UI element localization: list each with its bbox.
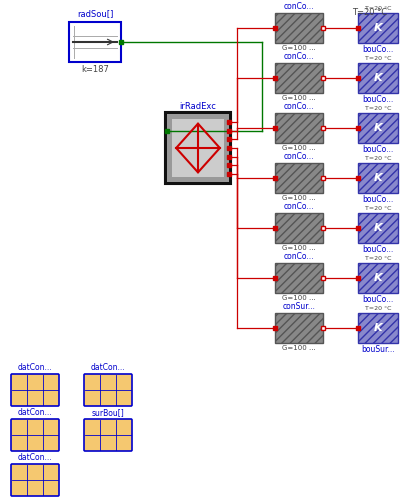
Text: irRadExc: irRadExc xyxy=(180,102,216,111)
Text: G=100 ...: G=100 ... xyxy=(282,45,316,51)
Bar xyxy=(172,119,224,177)
Bar xyxy=(167,114,229,182)
Text: bouCo...: bouCo... xyxy=(362,295,393,304)
Bar xyxy=(358,263,398,293)
Text: T=20 °C: T=20 °C xyxy=(353,8,388,17)
Text: datCon...: datCon... xyxy=(18,453,52,462)
Text: conSur...: conSur... xyxy=(283,302,315,311)
Text: T=20 °C: T=20 °C xyxy=(365,156,391,161)
Text: K: K xyxy=(374,273,382,283)
Text: T=20 °C: T=20 °C xyxy=(365,306,391,311)
FancyBboxPatch shape xyxy=(11,419,59,451)
Text: bouSur...: bouSur... xyxy=(361,345,395,354)
Text: G=100 ...: G=100 ... xyxy=(282,95,316,101)
Bar xyxy=(275,313,323,343)
Text: bouCo...: bouCo... xyxy=(362,195,393,204)
FancyBboxPatch shape xyxy=(11,464,59,496)
Text: bouCo...: bouCo... xyxy=(362,145,393,154)
Text: K: K xyxy=(374,173,382,183)
Bar xyxy=(358,163,398,193)
Text: conCo...: conCo... xyxy=(284,52,314,61)
Text: conCo...: conCo... xyxy=(284,2,314,11)
Bar xyxy=(275,263,323,293)
Bar xyxy=(275,13,323,43)
Bar xyxy=(165,112,231,184)
FancyBboxPatch shape xyxy=(11,374,59,406)
Text: G=100 ...: G=100 ... xyxy=(282,345,316,351)
Text: K: K xyxy=(374,23,382,33)
FancyBboxPatch shape xyxy=(84,374,132,406)
Text: surBou[]: surBou[] xyxy=(92,408,124,417)
Text: bouCo...: bouCo... xyxy=(362,95,393,104)
Text: bouCo...: bouCo... xyxy=(362,45,393,54)
Bar xyxy=(358,13,398,43)
Text: K: K xyxy=(374,323,382,333)
Bar xyxy=(275,163,323,193)
Text: T=20 °C: T=20 °C xyxy=(365,56,391,61)
Text: K: K xyxy=(374,123,382,133)
Text: datCon...: datCon... xyxy=(18,363,52,372)
Bar xyxy=(358,313,398,343)
Text: conCo...: conCo... xyxy=(284,252,314,261)
Text: radSou[]: radSou[] xyxy=(77,9,113,18)
Text: G=100 ...: G=100 ... xyxy=(282,245,316,251)
Bar xyxy=(275,213,323,243)
Bar xyxy=(358,113,398,143)
Bar xyxy=(275,113,323,143)
Text: T=20 °C: T=20 °C xyxy=(365,256,391,261)
Text: k=187: k=187 xyxy=(81,65,109,74)
Text: conCo...: conCo... xyxy=(284,202,314,211)
Text: G=100 ...: G=100 ... xyxy=(282,145,316,151)
Bar xyxy=(275,63,323,93)
Text: datCon...: datCon... xyxy=(91,363,125,372)
Text: G=100 ...: G=100 ... xyxy=(282,295,316,301)
Text: T=20 °C: T=20 °C xyxy=(365,206,391,211)
Text: K: K xyxy=(374,73,382,83)
Text: K: K xyxy=(374,223,382,233)
Bar xyxy=(69,22,121,62)
Text: conCo...: conCo... xyxy=(284,152,314,161)
Bar xyxy=(358,63,398,93)
Text: conCo...: conCo... xyxy=(284,102,314,111)
Text: datCon...: datCon... xyxy=(18,408,52,417)
Text: T=20 °C: T=20 °C xyxy=(365,6,391,11)
Text: G=100 ...: G=100 ... xyxy=(282,195,316,201)
Text: T=20 °C: T=20 °C xyxy=(365,106,391,111)
Text: bouCo...: bouCo... xyxy=(362,245,393,254)
FancyBboxPatch shape xyxy=(84,419,132,451)
Bar xyxy=(358,213,398,243)
